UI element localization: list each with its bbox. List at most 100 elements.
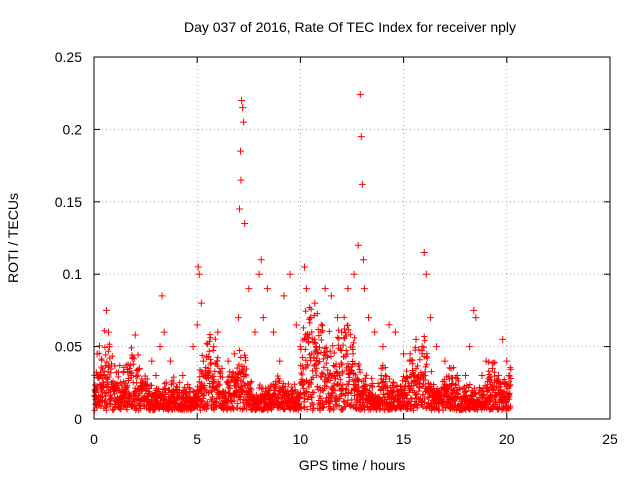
data-band-point xyxy=(243,406,250,413)
data-point xyxy=(115,386,123,394)
data-band-point xyxy=(339,370,346,377)
data-point xyxy=(321,285,329,293)
data-band-point xyxy=(253,391,260,398)
data-point xyxy=(385,321,393,329)
data-point xyxy=(478,372,486,380)
data-point xyxy=(466,343,474,351)
data-band-point xyxy=(368,375,375,382)
data-band-point xyxy=(208,359,215,366)
x-tick-label: 15 xyxy=(396,431,412,447)
data-band-point xyxy=(184,381,191,388)
data-band-point xyxy=(314,350,321,357)
data-band-point xyxy=(455,391,462,398)
data-band-point xyxy=(340,398,347,405)
plot-area-frame xyxy=(93,56,611,420)
data-point xyxy=(214,328,222,336)
data-band-point xyxy=(135,351,142,358)
data-band-point xyxy=(280,380,287,387)
data-band-point xyxy=(242,354,249,361)
data-band-point xyxy=(131,355,138,362)
data-band-point xyxy=(101,327,108,334)
data-band-point xyxy=(390,388,397,395)
data-band-point xyxy=(242,372,249,379)
data-point xyxy=(257,256,265,264)
data-band-point xyxy=(231,397,238,404)
data-point xyxy=(195,270,203,278)
data-band-point xyxy=(375,380,382,387)
data-point xyxy=(193,321,201,329)
data-band-point xyxy=(452,381,459,388)
data-band-point xyxy=(117,379,124,386)
data-band-point xyxy=(304,361,311,368)
data-point xyxy=(173,386,181,394)
data-band-point xyxy=(506,383,513,390)
data-band-point xyxy=(234,400,241,407)
data-band-point xyxy=(117,400,124,407)
data-band-point xyxy=(256,381,263,388)
data-band-point xyxy=(162,385,169,392)
data-band-point xyxy=(120,368,127,375)
data-point xyxy=(241,220,249,228)
data-point xyxy=(104,328,112,336)
data-point xyxy=(495,372,503,380)
data-band-point xyxy=(311,336,318,343)
data-band-point xyxy=(303,388,310,395)
data-band-point xyxy=(214,354,221,361)
data-band-point xyxy=(247,379,254,386)
data-band-point xyxy=(306,379,313,386)
data-band-point xyxy=(117,405,124,412)
data-band-point xyxy=(127,362,134,369)
data-band-point xyxy=(299,354,306,361)
data-band-point xyxy=(416,380,423,387)
data-band-point xyxy=(328,353,335,360)
data-band-point xyxy=(485,401,492,408)
data-band-point xyxy=(334,334,341,341)
data-point xyxy=(237,176,245,184)
data-band-point xyxy=(98,356,105,363)
data-band-point xyxy=(219,374,226,381)
data-band-point xyxy=(327,377,334,384)
data-band-point xyxy=(428,368,435,375)
data-band-point xyxy=(406,386,413,393)
data-band-point xyxy=(220,392,227,399)
data-band-point xyxy=(125,361,132,368)
data-point xyxy=(391,328,399,336)
data-band-point xyxy=(312,361,319,368)
data-band-point xyxy=(199,352,206,359)
data-point xyxy=(344,285,352,293)
data-band-point xyxy=(321,345,328,352)
data-band-point xyxy=(357,369,364,376)
data-point xyxy=(105,343,113,351)
data-band-point xyxy=(319,322,326,329)
data-band-point xyxy=(324,366,331,373)
data-band-point xyxy=(199,398,206,405)
data-band-point xyxy=(212,336,219,343)
data-band-point xyxy=(268,406,275,413)
data-point xyxy=(482,357,490,365)
data-point xyxy=(239,104,247,112)
data-point xyxy=(94,372,102,380)
data-band-point xyxy=(100,382,107,389)
data-band-point xyxy=(351,392,358,399)
data-band-point xyxy=(410,382,417,389)
data-band-point xyxy=(227,385,234,392)
data-point xyxy=(350,270,358,278)
data-band-point xyxy=(345,381,352,388)
data-point xyxy=(270,328,278,336)
data-band-point xyxy=(341,326,348,333)
data-band-point xyxy=(330,362,337,369)
data-band-point xyxy=(281,406,288,413)
data-band-point xyxy=(407,350,414,357)
data-band-point xyxy=(347,331,354,338)
data-band-point xyxy=(108,394,115,401)
data-point xyxy=(224,357,232,365)
data-band-point xyxy=(490,360,497,367)
x-tick-label: 0 xyxy=(90,431,98,447)
data-band-point xyxy=(101,344,108,351)
data-band-point xyxy=(205,389,212,396)
data-band-point xyxy=(351,360,358,367)
data-band-point xyxy=(150,405,157,412)
data-point xyxy=(420,248,428,256)
data-band-point xyxy=(96,342,103,349)
data-band-point xyxy=(234,374,241,381)
